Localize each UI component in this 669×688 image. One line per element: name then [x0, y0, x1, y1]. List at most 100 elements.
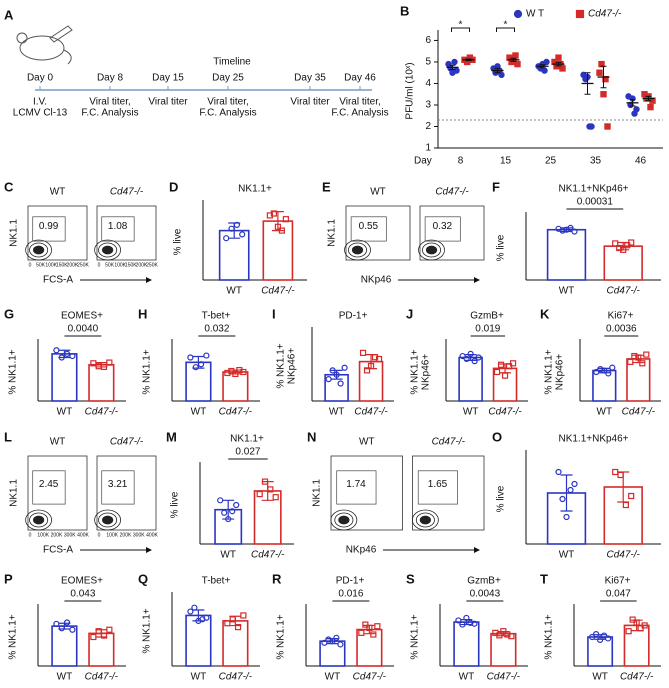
x-tick-label: Cd47-/-	[354, 407, 388, 418]
data-point	[375, 355, 383, 363]
y-tick-label: 4	[425, 78, 431, 89]
data-point	[509, 360, 517, 367]
y-axis-label: % live	[170, 491, 181, 518]
legend-marker	[575, 9, 585, 19]
x-tick-label: 15	[500, 156, 512, 167]
y-axis-label: % NK1.1+	[276, 343, 287, 388]
data-point	[221, 509, 228, 516]
gate-value: 1.74	[346, 479, 366, 490]
data-point	[203, 614, 210, 621]
data-point	[187, 608, 194, 615]
data-point	[508, 633, 515, 640]
x-tick-label: WT	[226, 286, 242, 297]
y-axis-label: % live	[496, 234, 507, 261]
x-tick-label: 35	[590, 156, 602, 167]
data-point	[467, 350, 474, 357]
data-point	[100, 363, 108, 371]
data-point	[228, 225, 235, 232]
data-point	[274, 223, 281, 230]
panel-letter: D	[169, 179, 178, 194]
data-point	[628, 239, 635, 246]
data-point	[604, 123, 611, 130]
data-point	[270, 210, 277, 217]
data-point	[459, 621, 466, 628]
flow-contour	[415, 512, 435, 528]
data-point	[635, 354, 642, 361]
sig-label: *	[504, 20, 508, 31]
x-tick-label: WT	[191, 672, 207, 683]
data-point	[512, 52, 519, 59]
data-point	[267, 486, 274, 493]
data-point	[278, 227, 285, 234]
data-point	[53, 620, 60, 628]
data-point	[333, 634, 340, 641]
data-point	[605, 370, 612, 377]
data-point	[647, 103, 654, 111]
x-tick-label: Cd47-/-	[219, 407, 253, 418]
panel-letter: G	[4, 306, 14, 321]
timeline-note: Viral titer,	[339, 97, 381, 108]
flow-ylabel: NK1.1	[327, 219, 338, 247]
chart-title: NK1.1+	[238, 184, 272, 195]
data-point	[58, 625, 65, 632]
timeline-day: Day 0	[27, 73, 54, 84]
panel-letter: I	[272, 306, 276, 321]
chart-title: NK1.1+	[230, 434, 264, 445]
x-tick-label: WT	[463, 407, 479, 418]
data-point	[451, 58, 458, 66]
flow-contour	[102, 515, 114, 525]
flow-tick-label: 400K	[146, 532, 158, 538]
gate-value: 2.45	[39, 479, 59, 490]
p-value: 0.019	[475, 324, 500, 335]
flow-tick-label: 0	[29, 532, 32, 538]
data-point	[555, 468, 562, 476]
flow-tick-label: 50K	[36, 262, 46, 268]
panel-letter: K	[540, 306, 550, 321]
y-axis-label: % NK1.1+	[410, 614, 421, 659]
y-axis-label: % NK1.1+	[142, 349, 153, 394]
data-point	[232, 370, 239, 378]
x-tick-label: Cd47-/-	[607, 286, 641, 297]
data-point	[541, 67, 548, 74]
data-point	[234, 624, 242, 631]
data-point	[596, 636, 604, 644]
panel-letter: B	[400, 3, 409, 18]
flow-gate	[32, 470, 66, 505]
x-tick-label: WT	[57, 672, 73, 683]
data-point	[593, 368, 600, 376]
gate-value: 1.08	[108, 221, 128, 232]
y-axis-label: % live	[496, 485, 507, 512]
flow-frame	[345, 205, 411, 261]
x-tick-label: 25	[545, 156, 557, 167]
data-point	[53, 347, 60, 354]
data-point	[643, 351, 650, 358]
chart-title: EOMES+	[61, 311, 103, 322]
data-point	[363, 367, 371, 374]
x-tick-label: Cd47-/-	[487, 672, 521, 683]
timeline-day: Day 8	[97, 73, 124, 84]
error-bar	[555, 61, 562, 67]
x-tick-label: Cd47-/-	[607, 550, 641, 561]
data-point	[455, 617, 462, 624]
flow-contour	[422, 242, 442, 258]
data-point	[337, 380, 344, 387]
sig-bracket	[496, 27, 515, 32]
data-point	[192, 364, 199, 371]
group-label: WT	[50, 187, 66, 198]
p-value: 0.0036	[606, 324, 637, 335]
data-point	[463, 355, 470, 363]
data-point	[362, 621, 369, 628]
bar	[185, 361, 212, 402]
data-point	[616, 244, 623, 252]
flow-contour	[29, 512, 49, 528]
data-point	[471, 358, 478, 365]
flow-tick-label: 200K	[120, 532, 132, 538]
data-point	[601, 367, 608, 374]
group-label: Cd47-/-	[110, 437, 144, 448]
flow-contour	[334, 512, 354, 528]
timeline-note: F.C. Analysis	[331, 108, 388, 119]
timeline-note: Viral titer	[148, 97, 188, 108]
flow-gate	[350, 216, 387, 242]
bar	[458, 356, 483, 402]
flow-tick-label: 100K	[106, 532, 118, 538]
